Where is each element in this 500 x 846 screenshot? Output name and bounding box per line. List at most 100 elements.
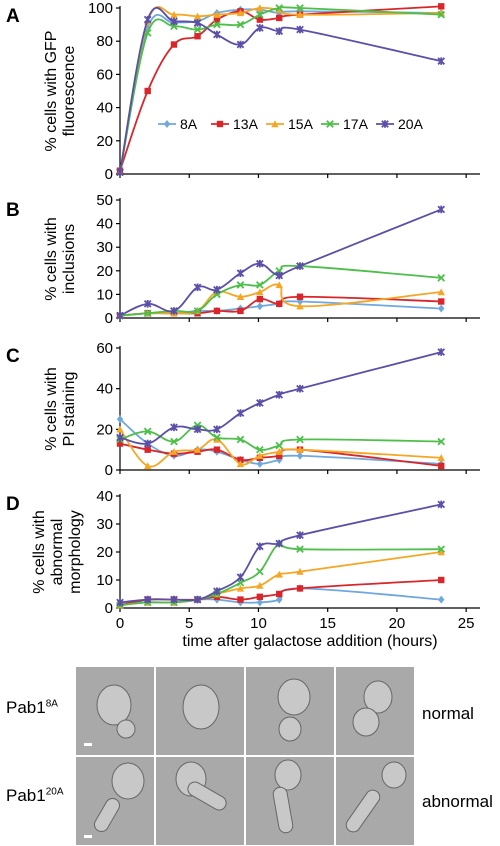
data-point (296, 302, 304, 310)
data-point (213, 10, 221, 18)
data-point (256, 259, 264, 268)
data-point (437, 10, 446, 19)
data-point (116, 433, 124, 442)
y-tick-label: 10 (96, 572, 113, 589)
legend-label: 20A (398, 116, 424, 132)
data-point (193, 19, 202, 27)
y-tick-label: 20 (96, 263, 113, 280)
panel-a: A % cells with GFP fluorescence 0 20 40 60 80 10… (6, 0, 480, 183)
data-point (256, 452, 264, 459)
micrograph-20a-1 (75, 756, 155, 846)
data-point (237, 307, 244, 315)
data-point (170, 437, 178, 446)
data-point (437, 288, 445, 296)
data-point (256, 302, 264, 311)
panel-letter: B (6, 200, 20, 221)
data-point (116, 311, 124, 320)
data-point (256, 445, 264, 454)
data-point (143, 15, 152, 24)
series-13a (116, 576, 445, 609)
legend-marker (271, 120, 279, 128)
data-point (236, 573, 245, 582)
y-tick-label: 40 (96, 381, 113, 398)
legend-marker (216, 120, 224, 128)
series-20a (116, 205, 446, 320)
legend-marker (326, 120, 334, 128)
data-point (213, 285, 221, 294)
legend: 8A 13A 15A 17A 20A (158, 116, 424, 132)
data-point (438, 298, 445, 305)
data-point (213, 435, 221, 443)
series-line (119, 6, 442, 173)
y-tick-label: 30 (96, 239, 113, 256)
data-point (296, 293, 304, 300)
data-point (275, 448, 283, 455)
micrograph-8a-4 (335, 666, 415, 756)
data-point (170, 307, 178, 315)
y-axis-label: fluorescence (61, 46, 78, 137)
y-tick-label: 20 (96, 133, 113, 150)
data-point (236, 584, 245, 592)
data-point (296, 262, 304, 270)
yeast-cell-icon (182, 684, 220, 730)
y-tick-label: 0 (105, 166, 113, 183)
y-tick-label: 50 (96, 192, 113, 209)
x-tick-label: 5 (185, 615, 193, 632)
data-point (256, 598, 264, 607)
y-tick-label: 40 (96, 216, 113, 233)
x-tick-label: 0 (116, 615, 124, 632)
data-point (296, 451, 304, 460)
micrograph-20a-2 (155, 756, 245, 846)
data-point (437, 205, 446, 214)
data-point (116, 415, 124, 424)
data-point (213, 433, 221, 442)
data-point (143, 309, 152, 318)
y-axis-label: morphology (67, 510, 84, 594)
y-tick-label: 20 (96, 421, 113, 438)
morphology-label-abnormal: abnormal (422, 792, 493, 811)
data-point (213, 425, 221, 434)
y-tick-label: 0 (105, 600, 113, 617)
data-point (236, 460, 245, 468)
y-axis-label: % cells with (43, 217, 60, 301)
y-axis-label: abnormal (49, 519, 66, 586)
data-point (193, 12, 202, 20)
data-point (143, 29, 152, 37)
data-point (437, 437, 446, 446)
data-point (193, 25, 202, 34)
data-point (237, 456, 244, 464)
micrograph-20a-3 (245, 756, 335, 846)
y-tick-label: 80 (96, 33, 113, 50)
data-point (170, 41, 178, 48)
data-point (143, 439, 152, 448)
data-point (193, 445, 202, 453)
y-axis-label: PI staining (61, 372, 78, 447)
panel-b: B % cells with inclusions 0 10 20 30 40 50 (6, 192, 480, 327)
data-point (275, 271, 284, 280)
data-point (236, 9, 245, 17)
panel-letter: C (6, 346, 20, 367)
y-axis-label: % cells with (43, 367, 60, 451)
series-line (119, 424, 442, 451)
series-line (119, 264, 442, 317)
data-point (116, 168, 124, 177)
legend-label: 13A (233, 116, 259, 132)
data-point (144, 446, 151, 453)
data-point (143, 595, 152, 604)
y-tick-label: 0 (105, 462, 113, 479)
data-point (275, 390, 284, 399)
data-point (213, 16, 221, 23)
data-point (237, 596, 244, 603)
series-line (119, 541, 442, 607)
yeast-cell-icon (345, 761, 407, 833)
data-point (193, 425, 202, 434)
data-point (236, 269, 245, 277)
data-point (437, 500, 446, 509)
series-line (119, 503, 442, 604)
panel-d: D % cells with abnormal morphology 0 10 20 30 40… (6, 488, 480, 650)
data-point (256, 399, 264, 407)
data-point (193, 595, 202, 604)
data-point (438, 304, 445, 313)
panel-letter: D (6, 494, 20, 515)
